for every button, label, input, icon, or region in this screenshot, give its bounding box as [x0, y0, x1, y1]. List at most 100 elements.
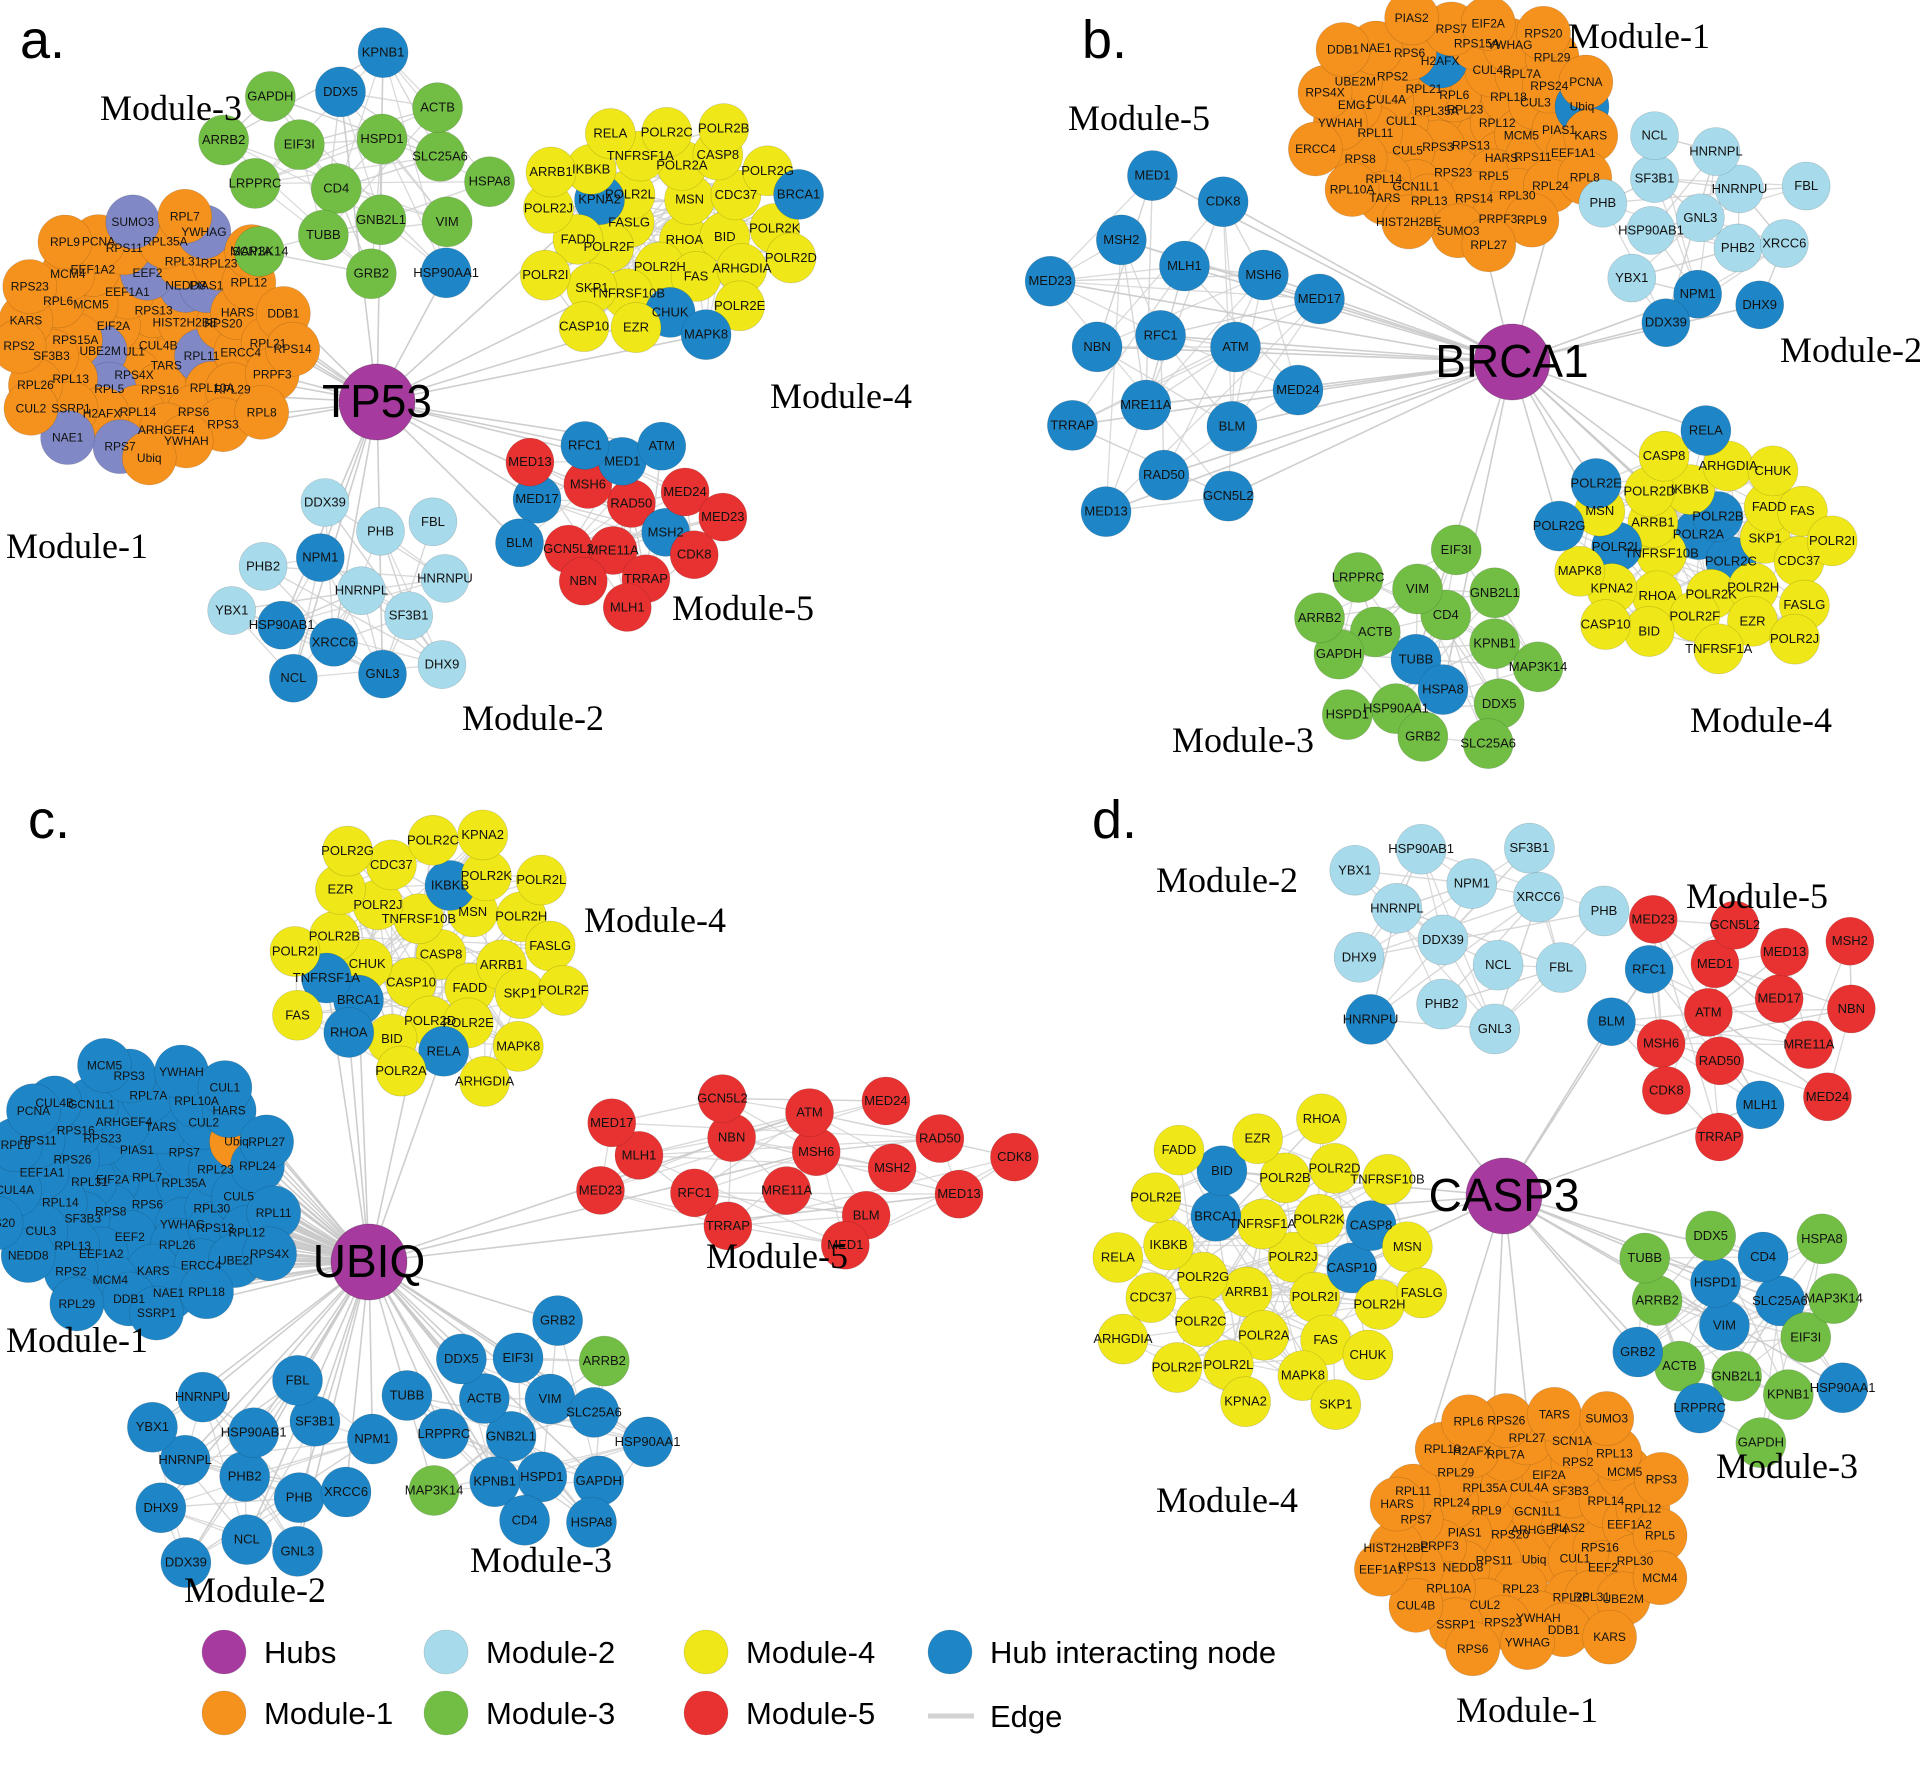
node-POLR2A[interactable]	[1238, 1309, 1290, 1361]
node-POLR2H[interactable]	[1354, 1279, 1405, 1330]
node-POLR2I[interactable]	[520, 249, 571, 301]
node-RPS3[interactable]	[1634, 1452, 1689, 1507]
node-MED23[interactable]	[1628, 895, 1678, 944]
node-DDB1[interactable]	[1315, 22, 1371, 77]
node-LRPPRC[interactable]	[229, 158, 281, 209]
node-RAD50[interactable]	[1138, 449, 1190, 501]
node-POLR2C[interactable]	[641, 107, 693, 158]
node-CD4[interactable]	[1737, 1231, 1789, 1283]
node-MED24[interactable]	[660, 467, 710, 517]
node-KPNA2[interactable]	[1220, 1376, 1271, 1427]
node-NCL[interactable]	[221, 1514, 273, 1565]
node-HNRNPL[interactable]	[337, 566, 386, 615]
node-MED13[interactable]	[505, 437, 555, 487]
node-SUMO3[interactable]	[1579, 1391, 1635, 1446]
node-POLR2A[interactable]	[375, 1045, 427, 1097]
node-POLR2E[interactable]	[714, 280, 765, 332]
node-HSP90AB1[interactable]	[1395, 823, 1447, 875]
node-SSRP1[interactable]	[129, 1285, 184, 1341]
node-BLM[interactable]	[1206, 401, 1258, 452]
node-PIAS2[interactable]	[1384, 0, 1439, 46]
node-TRRAP[interactable]	[1695, 1112, 1744, 1162]
node-MED23[interactable]	[576, 1166, 625, 1215]
node-XRCC6[interactable]	[309, 617, 359, 667]
node-KPNB1[interactable]	[1763, 1369, 1814, 1420]
node-BID[interactable]	[1623, 606, 1675, 657]
node-CDK8[interactable]	[669, 530, 719, 580]
node-VIM[interactable]	[524, 1373, 576, 1425]
node-ARRB1[interactable]	[525, 146, 577, 198]
node-CD4[interactable]	[310, 163, 362, 214]
node-POLR2L[interactable]	[515, 854, 567, 906]
hub-node-BRCA1[interactable]	[1473, 323, 1551, 401]
node-POLR2E[interactable]	[1130, 1172, 1182, 1224]
node-CASP10[interactable]	[1580, 599, 1631, 650]
node-SLC25A6[interactable]	[1754, 1275, 1806, 1327]
node-MAPK8[interactable]	[492, 1021, 544, 1072]
node-PHB[interactable]	[1578, 178, 1628, 228]
node-ATM[interactable]	[1684, 988, 1733, 1037]
node-GRB2[interactable]	[1397, 711, 1449, 762]
node-HNRNPU[interactable]	[177, 1371, 228, 1423]
node-HSPA8[interactable]	[1796, 1213, 1848, 1265]
node-HSPD1[interactable]	[1322, 689, 1373, 740]
node-DDX5[interactable]	[1685, 1210, 1736, 1262]
node-PCNA[interactable]	[6, 1083, 61, 1139]
node-MRE11A[interactable]	[762, 1166, 811, 1215]
node-EZR[interactable]	[1232, 1113, 1283, 1165]
node-MSH2[interactable]	[867, 1143, 917, 1193]
node-SLC25A6[interactable]	[414, 131, 466, 182]
node-KPNB1[interactable]	[357, 27, 409, 78]
node-MED17[interactable]	[1754, 974, 1804, 1023]
node-HSP90AA1[interactable]	[622, 1416, 673, 1468]
node-ARRB2[interactable]	[1631, 1275, 1683, 1326]
node-MAP3K14[interactable]	[1808, 1273, 1859, 1324]
node-HNRNPL[interactable]	[159, 1434, 211, 1486]
node-RFC1[interactable]	[670, 1168, 719, 1218]
node-HSP90AB1[interactable]	[228, 1407, 279, 1459]
node-RELA[interactable]	[585, 108, 636, 159]
node-ERCC4[interactable]	[1288, 121, 1343, 177]
node-HSP90AB1[interactable]	[257, 600, 306, 650]
node-RPS4X[interactable]	[242, 1226, 297, 1282]
node-NBN[interactable]	[1071, 321, 1123, 373]
node-PHB2[interactable]	[1713, 223, 1763, 273]
node-MSN[interactable]	[1382, 1221, 1433, 1273]
node-TUBB[interactable]	[298, 209, 349, 261]
node-MLH1[interactable]	[614, 1131, 664, 1180]
node-NPM1[interactable]	[347, 1413, 398, 1465]
node-DHX9[interactable]	[1333, 931, 1385, 983]
hub-node-UBIQ[interactable]	[330, 1223, 408, 1301]
node-POLR2C[interactable]	[407, 814, 459, 866]
node-POLR2D[interactable]	[765, 232, 817, 284]
node-LRPPRC[interactable]	[1332, 552, 1384, 603]
node-MSH6[interactable]	[1238, 249, 1289, 301]
node-CASP10[interactable]	[558, 301, 610, 352]
node-GCN5L2[interactable]	[1203, 470, 1254, 522]
node-RPS20[interactable]	[0, 1195, 24, 1250]
node-MAPK8[interactable]	[680, 309, 732, 360]
node-FASLG[interactable]	[1396, 1267, 1448, 1319]
node-TARS[interactable]	[1527, 1387, 1582, 1442]
node-FBL[interactable]	[1535, 942, 1587, 993]
node-MED1[interactable]	[821, 1220, 870, 1270]
node-Ubiq[interactable]	[121, 430, 177, 486]
node-VIM[interactable]	[421, 196, 473, 248]
node-GRB2[interactable]	[1612, 1326, 1664, 1378]
node-FBL[interactable]	[272, 1355, 323, 1406]
node-RFC1[interactable]	[1135, 310, 1186, 361]
node-DDX5[interactable]	[315, 66, 366, 118]
node-HNRNPL[interactable]	[1371, 883, 1423, 934]
node-GNL3[interactable]	[1676, 193, 1725, 243]
node-POLR2F[interactable]	[1151, 1342, 1203, 1393]
node-HSPA8[interactable]	[566, 1497, 617, 1548]
node-HIST2H2BE[interactable]	[1381, 194, 1437, 250]
node-TUBB[interactable]	[381, 1370, 433, 1421]
node-MSH2[interactable]	[1096, 214, 1147, 266]
node-POLR2B[interactable]	[1259, 1152, 1311, 1204]
node-MSH6[interactable]	[1636, 1019, 1686, 1068]
node-CDK8[interactable]	[990, 1132, 1039, 1182]
node-CHUK[interactable]	[1747, 445, 1799, 497]
node-RPL29[interactable]	[49, 1276, 105, 1332]
node-GCN5L2[interactable]	[1710, 900, 1760, 950]
